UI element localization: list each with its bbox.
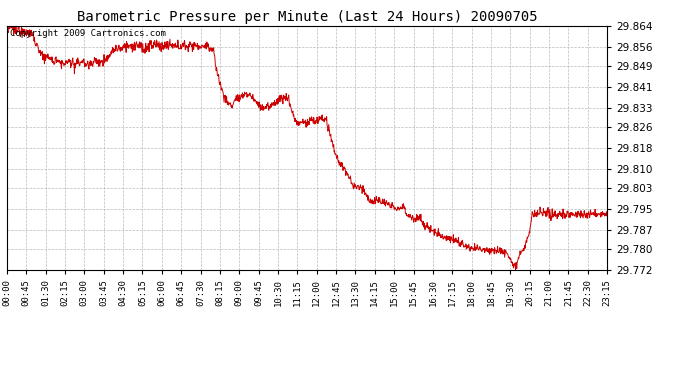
Title: Barometric Pressure per Minute (Last 24 Hours) 20090705: Barometric Pressure per Minute (Last 24 … <box>77 10 538 24</box>
Text: Copyright 2009 Cartronics.com: Copyright 2009 Cartronics.com <box>10 29 166 38</box>
